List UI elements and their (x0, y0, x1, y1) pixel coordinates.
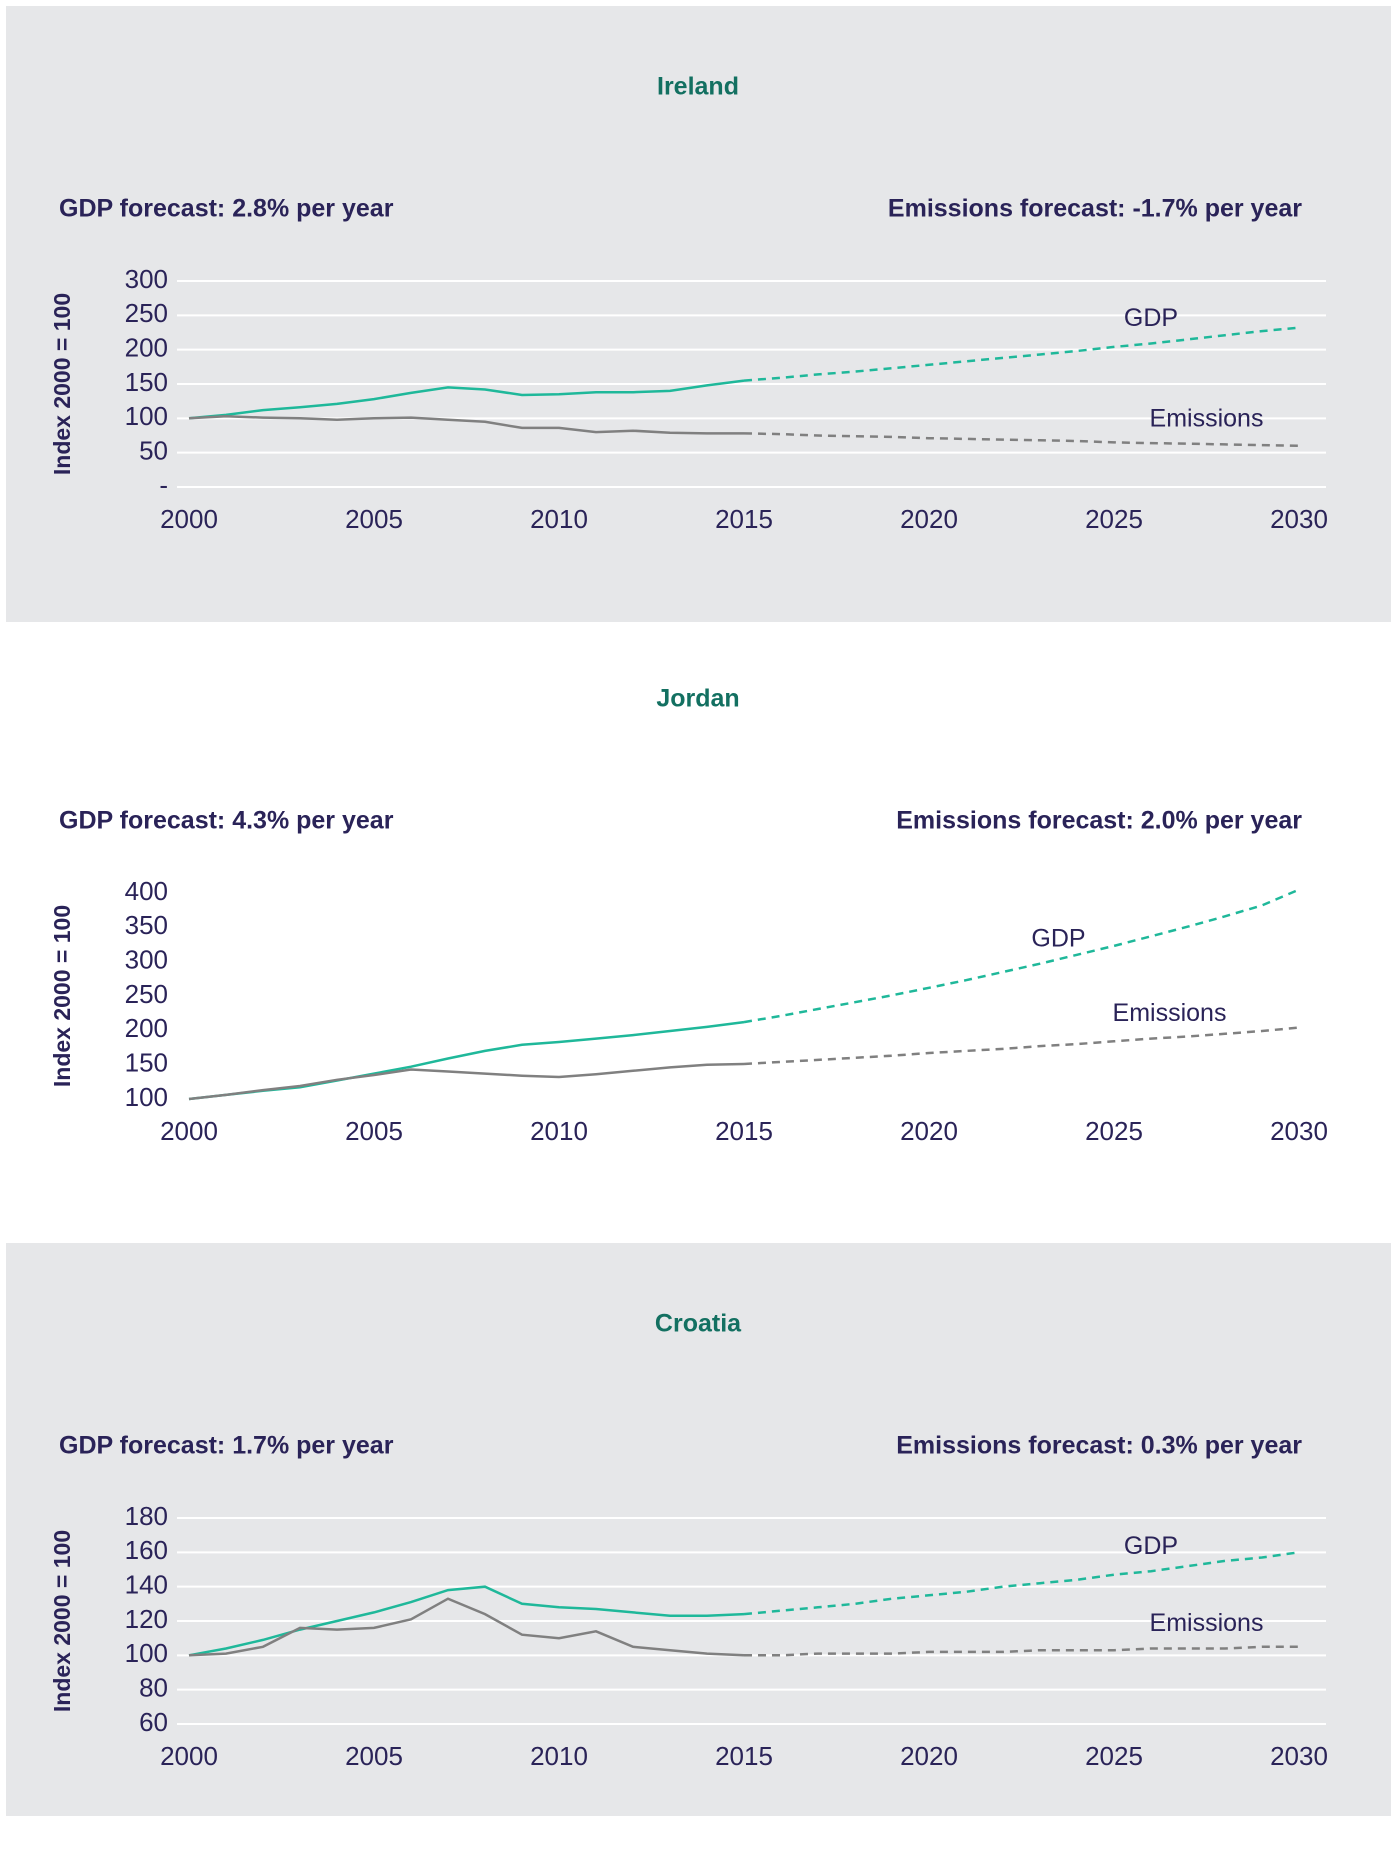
y-tick-label: 300 (125, 945, 168, 975)
x-tick-label: 2000 (160, 504, 218, 534)
y-tick-label: 300 (125, 264, 168, 294)
forecast-line (743, 888, 1300, 1024)
data-line (188, 1585, 745, 1657)
y-tick-label: 100 (125, 1638, 168, 1668)
y-tick-label: 50 (139, 436, 168, 466)
series-label: Emissions (1150, 404, 1264, 432)
y-tick-label: 200 (125, 1013, 168, 1043)
x-tick-label: 2010 (530, 1116, 588, 1146)
y-tick-label: 350 (125, 910, 168, 940)
x-tick-label: 2030 (1270, 504, 1328, 534)
y-tick-label: - (159, 470, 168, 500)
y-tick-label: 250 (125, 979, 168, 1009)
y-axis-label: Index 2000 = 100 (49, 293, 75, 475)
chart-title: Ireland (657, 73, 739, 101)
y-tick-label: 100 (125, 1082, 168, 1112)
x-tick-label: 2020 (900, 504, 958, 534)
y-tick-label: 400 (125, 876, 168, 906)
forecast-line (743, 1551, 1300, 1616)
y-tick-label: 120 (125, 1604, 168, 1634)
chart-title: Jordan (656, 685, 739, 713)
series-label: GDP (1031, 924, 1085, 952)
series-label: Emissions (1113, 999, 1227, 1027)
x-tick-label: 2010 (530, 1741, 588, 1771)
x-tick-label: 2015 (715, 1741, 773, 1771)
forecast-line (743, 432, 1300, 448)
x-tick-label: 2005 (345, 1741, 403, 1771)
forecast-line (743, 1026, 1300, 1066)
series-label: GDP (1124, 304, 1178, 332)
emissions-forecast: Emissions forecast: 0.3% per year (896, 1432, 1302, 1460)
data-line (188, 415, 744, 435)
y-tick-label: 60 (139, 1707, 168, 1737)
y-tick-label: 80 (139, 1673, 168, 1703)
x-tick-label: 2030 (1270, 1741, 1328, 1771)
y-tick-label: 150 (125, 367, 168, 397)
y-tick-label: 160 (125, 1535, 168, 1565)
data-line (188, 379, 745, 420)
forecast-line (744, 1645, 1299, 1657)
x-tick-label: 2025 (1085, 504, 1143, 534)
y-tick-label: 180 (125, 1501, 168, 1531)
gdp-forecast: GDP forecast: 2.8% per year (59, 195, 394, 223)
gdp-forecast: GDP forecast: 4.3% per year (59, 807, 394, 835)
chart-title: Croatia (655, 1310, 742, 1338)
y-tick-label: 200 (125, 333, 168, 363)
panel-background (6, 6, 1391, 622)
x-tick-label: 2000 (160, 1741, 218, 1771)
y-tick-label: 250 (125, 298, 168, 328)
data-line (188, 1020, 745, 1101)
y-axis-label: Index 2000 = 100 (49, 905, 75, 1087)
x-tick-label: 2005 (345, 504, 403, 534)
panel-background (6, 1243, 1391, 1816)
forecast-line (743, 326, 1300, 382)
y-tick-label: 140 (125, 1570, 168, 1600)
x-tick-label: 2020 (900, 1116, 958, 1146)
x-tick-label: 2020 (900, 1741, 958, 1771)
data-line (188, 1597, 745, 1657)
y-tick-label: 100 (125, 401, 168, 431)
x-tick-label: 2005 (345, 1116, 403, 1146)
x-tick-label: 2000 (160, 1116, 218, 1146)
x-tick-label: 2015 (715, 1116, 773, 1146)
data-line (188, 1062, 745, 1101)
x-tick-label: 2025 (1085, 1741, 1143, 1771)
series-label: Emissions (1150, 1609, 1264, 1637)
gdp-forecast: GDP forecast: 1.7% per year (59, 1432, 394, 1460)
x-tick-label: 2010 (530, 504, 588, 534)
x-tick-label: 2030 (1270, 1116, 1328, 1146)
series-label: GDP (1124, 1532, 1178, 1560)
emissions-forecast: Emissions forecast: 2.0% per year (896, 807, 1302, 835)
x-tick-label: 2025 (1085, 1116, 1143, 1146)
y-tick-label: 150 (125, 1048, 168, 1078)
y-axis-label: Index 2000 = 100 (49, 1530, 75, 1712)
x-tick-label: 2015 (715, 504, 773, 534)
emissions-forecast: Emissions forecast: -1.7% per year (888, 195, 1302, 223)
